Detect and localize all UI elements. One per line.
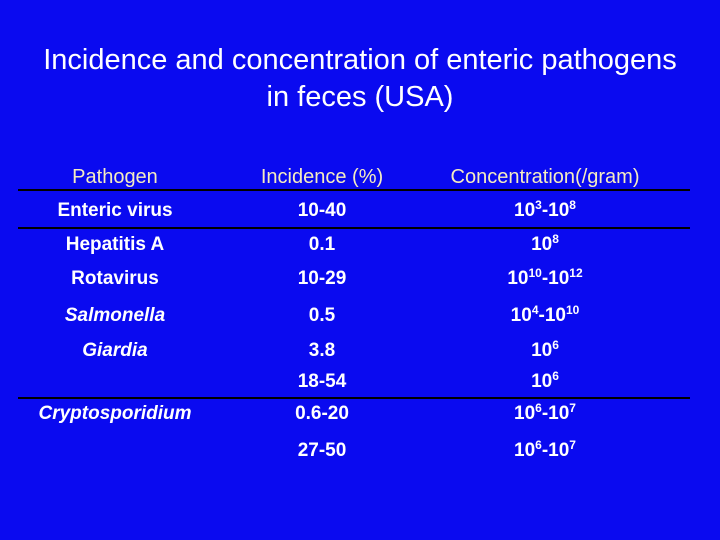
incidence-cell: 10-29 bbox=[297, 268, 347, 289]
exponent: 3 bbox=[535, 198, 542, 212]
header-cell: Concentration(/gram) bbox=[450, 166, 640, 188]
header-cell: Pathogen bbox=[72, 166, 158, 188]
concentration-cell: 103-108 bbox=[415, 199, 675, 223]
exponent: 8 bbox=[552, 232, 559, 246]
exponent: 10 bbox=[565, 303, 580, 317]
base-text: -10 bbox=[541, 403, 570, 424]
exponent: 6 bbox=[552, 369, 559, 383]
base-text: -10 bbox=[541, 200, 570, 221]
pathogen-cell: Salmonella bbox=[64, 305, 166, 326]
base-text: 10 bbox=[514, 440, 536, 461]
exponent: 8 bbox=[569, 198, 576, 212]
pathogen-cell: Rotavirus bbox=[71, 268, 159, 289]
base-text: -10 bbox=[541, 268, 570, 289]
base-text: 10 bbox=[514, 403, 536, 424]
exponent: 10 bbox=[528, 266, 542, 280]
exponent: 7 bbox=[569, 401, 576, 415]
base-text: 10 bbox=[510, 305, 532, 326]
incidence-cell: 27-50 bbox=[297, 440, 347, 461]
rule bbox=[18, 189, 690, 191]
pathogen-cell: Giardia bbox=[82, 340, 148, 361]
base-text: 10 bbox=[507, 268, 529, 289]
incidence-cell: 0.1 bbox=[308, 234, 336, 255]
rule bbox=[18, 227, 690, 229]
concentration-cell: 106-107 bbox=[415, 402, 675, 426]
base-text: 10 bbox=[514, 200, 536, 221]
exponent: 7 bbox=[569, 438, 576, 452]
exponent: 6 bbox=[535, 401, 542, 415]
rule bbox=[18, 397, 690, 399]
concentration-cell: 1010-1012 bbox=[415, 267, 675, 291]
pathogen-cell: Cryptosporidium bbox=[38, 403, 192, 424]
incidence-cell: 0.5 bbox=[308, 305, 336, 326]
base-text: 10 bbox=[531, 340, 553, 361]
base-text: 10 bbox=[531, 234, 553, 255]
pathogen-cell: Hepatitis A bbox=[65, 234, 165, 255]
exponent: 12 bbox=[569, 266, 583, 280]
concentration-cell: 106 bbox=[415, 370, 675, 394]
incidence-cell: 10-40 bbox=[297, 200, 347, 221]
concentration-cell: 108 bbox=[415, 233, 675, 257]
pathogen-cell: Enteric virus bbox=[57, 200, 173, 221]
concentration-cell: 106-107 bbox=[415, 439, 675, 463]
header-cell: Incidence (%) bbox=[260, 166, 384, 188]
exponent: 6 bbox=[535, 438, 542, 452]
incidence-cell: 3.8 bbox=[308, 340, 336, 361]
concentration-cell: 104-1010 bbox=[415, 304, 675, 328]
base-text: -10 bbox=[538, 305, 566, 326]
incidence-cell: 0.6-20 bbox=[295, 403, 349, 424]
slide-title: Incidence and concentration of enteric p… bbox=[43, 44, 677, 113]
concentration-cell: 106 bbox=[415, 339, 675, 363]
exponent: 4 bbox=[531, 303, 539, 317]
base-text: 10 bbox=[531, 371, 553, 392]
base-text: -10 bbox=[541, 440, 570, 461]
exponent: 6 bbox=[552, 338, 559, 352]
incidence-cell: 18-54 bbox=[297, 371, 347, 392]
